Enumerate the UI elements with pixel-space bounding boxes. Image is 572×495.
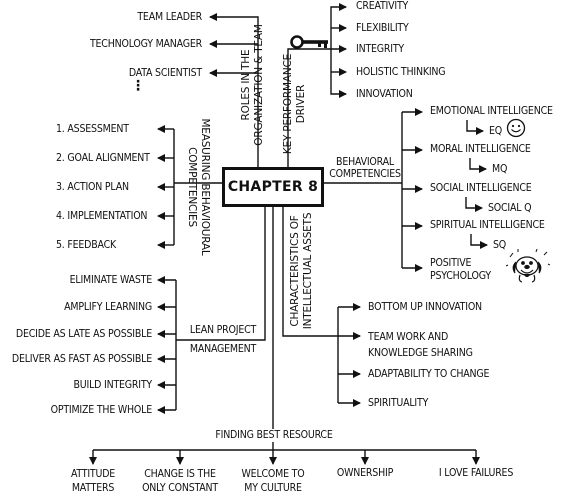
- assets-item: SPIRITUALITY: [368, 397, 429, 409]
- kpi-item: CREATIVITY: [356, 0, 409, 12]
- lean-heading: LEAN PROJECT MANAGEMENT: [189, 324, 257, 355]
- lean-item: BUILD INTEGRITY: [73, 379, 152, 391]
- smiley-icon: [506, 118, 526, 138]
- behavioral-item: SOCIAL INTELLIGENCE: [430, 182, 532, 194]
- center-node: CHAPTER 8: [222, 167, 324, 207]
- resource-item: OWNERSHIP: [336, 467, 394, 479]
- behavioral-sub: EQ: [489, 125, 503, 137]
- kpi-item: INNOVATION: [356, 88, 413, 100]
- measuring-item: 1. ASSESSMENT: [56, 123, 129, 135]
- resource-item: CHANGE IS THE ONLY CONSTANT: [142, 468, 218, 494]
- key-icon: [290, 35, 328, 49]
- lean-item: ELIMINATE WASTE: [69, 274, 153, 286]
- assets-item: ADAPTABILITY TO CHANGE: [368, 368, 490, 380]
- roles-item: TECHNOLOGY MANAGER: [89, 38, 202, 50]
- resource-item: ATTITUDE MATTERS: [70, 468, 116, 494]
- resource-heading: FINDING BEST RESOURCE: [184, 429, 364, 442]
- lean-item: DELIVER AS FAST AS POSSIBLE: [11, 353, 152, 365]
- roles-item: DATA SCIENTIST: [128, 67, 202, 79]
- kpi-item: HOLISTIC THINKING: [356, 66, 446, 78]
- behavioral-sub: SOCIAL Q: [488, 202, 532, 214]
- behavioral-item: MORAL INTELLIGENCE: [430, 143, 531, 155]
- roles-item: TEAM LEADER: [137, 11, 202, 23]
- assets-item: BOTTOM UP INNOVATION: [368, 301, 482, 313]
- assets-heading: CHARACTERISTICS OF INTELLECTUAL ASSETS: [289, 212, 314, 330]
- assets-item: TEAM WORK AND KNOWLEDGE SHARING: [368, 331, 473, 359]
- behavioral-item: POSITIVE PSYCHOLOGY: [430, 257, 491, 282]
- resource-item: I LOVE FAILURES: [438, 467, 514, 479]
- kpi-heading: KEY PERFORMANCE DRIVER: [282, 53, 307, 155]
- kpi-item: INTEGRITY: [356, 43, 404, 55]
- measuring-item: 3. ACTION PLAN: [56, 181, 129, 193]
- measuring-item: 5. FEEDBACK: [56, 239, 117, 251]
- resource-item: WELCOME TO MY CULTURE: [241, 468, 305, 494]
- lean-item: DECIDE AS LATE AS POSSIBLE: [15, 328, 152, 340]
- happy-dog-icon: [506, 249, 550, 283]
- behavioral-item: EMOTIONAL INTELLIGENCE: [430, 105, 553, 117]
- lean-item: AMPLIFY LEARNING: [64, 301, 152, 313]
- lean-item: OPTIMIZE THE WHOLE: [50, 404, 153, 416]
- behavioral-sub: MQ: [492, 163, 508, 175]
- roles-continuation: ⋮: [131, 77, 145, 93]
- measuring-item: 2. GOAL ALIGNMENT: [56, 152, 150, 164]
- measuring-heading: MEASURING BEHAVIOURAL COMPETENCIES: [186, 118, 211, 256]
- kpi-item: FLEXIBILITY: [356, 22, 409, 34]
- roles-heading: ROLES IN THE ORGANIZATION & TEAM: [240, 24, 265, 146]
- behavioral-sub: SQ: [493, 239, 507, 251]
- behavioral-heading: BEHAVIORAL COMPETENCIES: [329, 156, 401, 180]
- behavioral-item: SPIRITUAL INTELLIGENCE: [430, 219, 545, 231]
- center-title: CHAPTER 8: [227, 179, 319, 195]
- measuring-item: 4. IMPLEMENTATION: [56, 210, 148, 222]
